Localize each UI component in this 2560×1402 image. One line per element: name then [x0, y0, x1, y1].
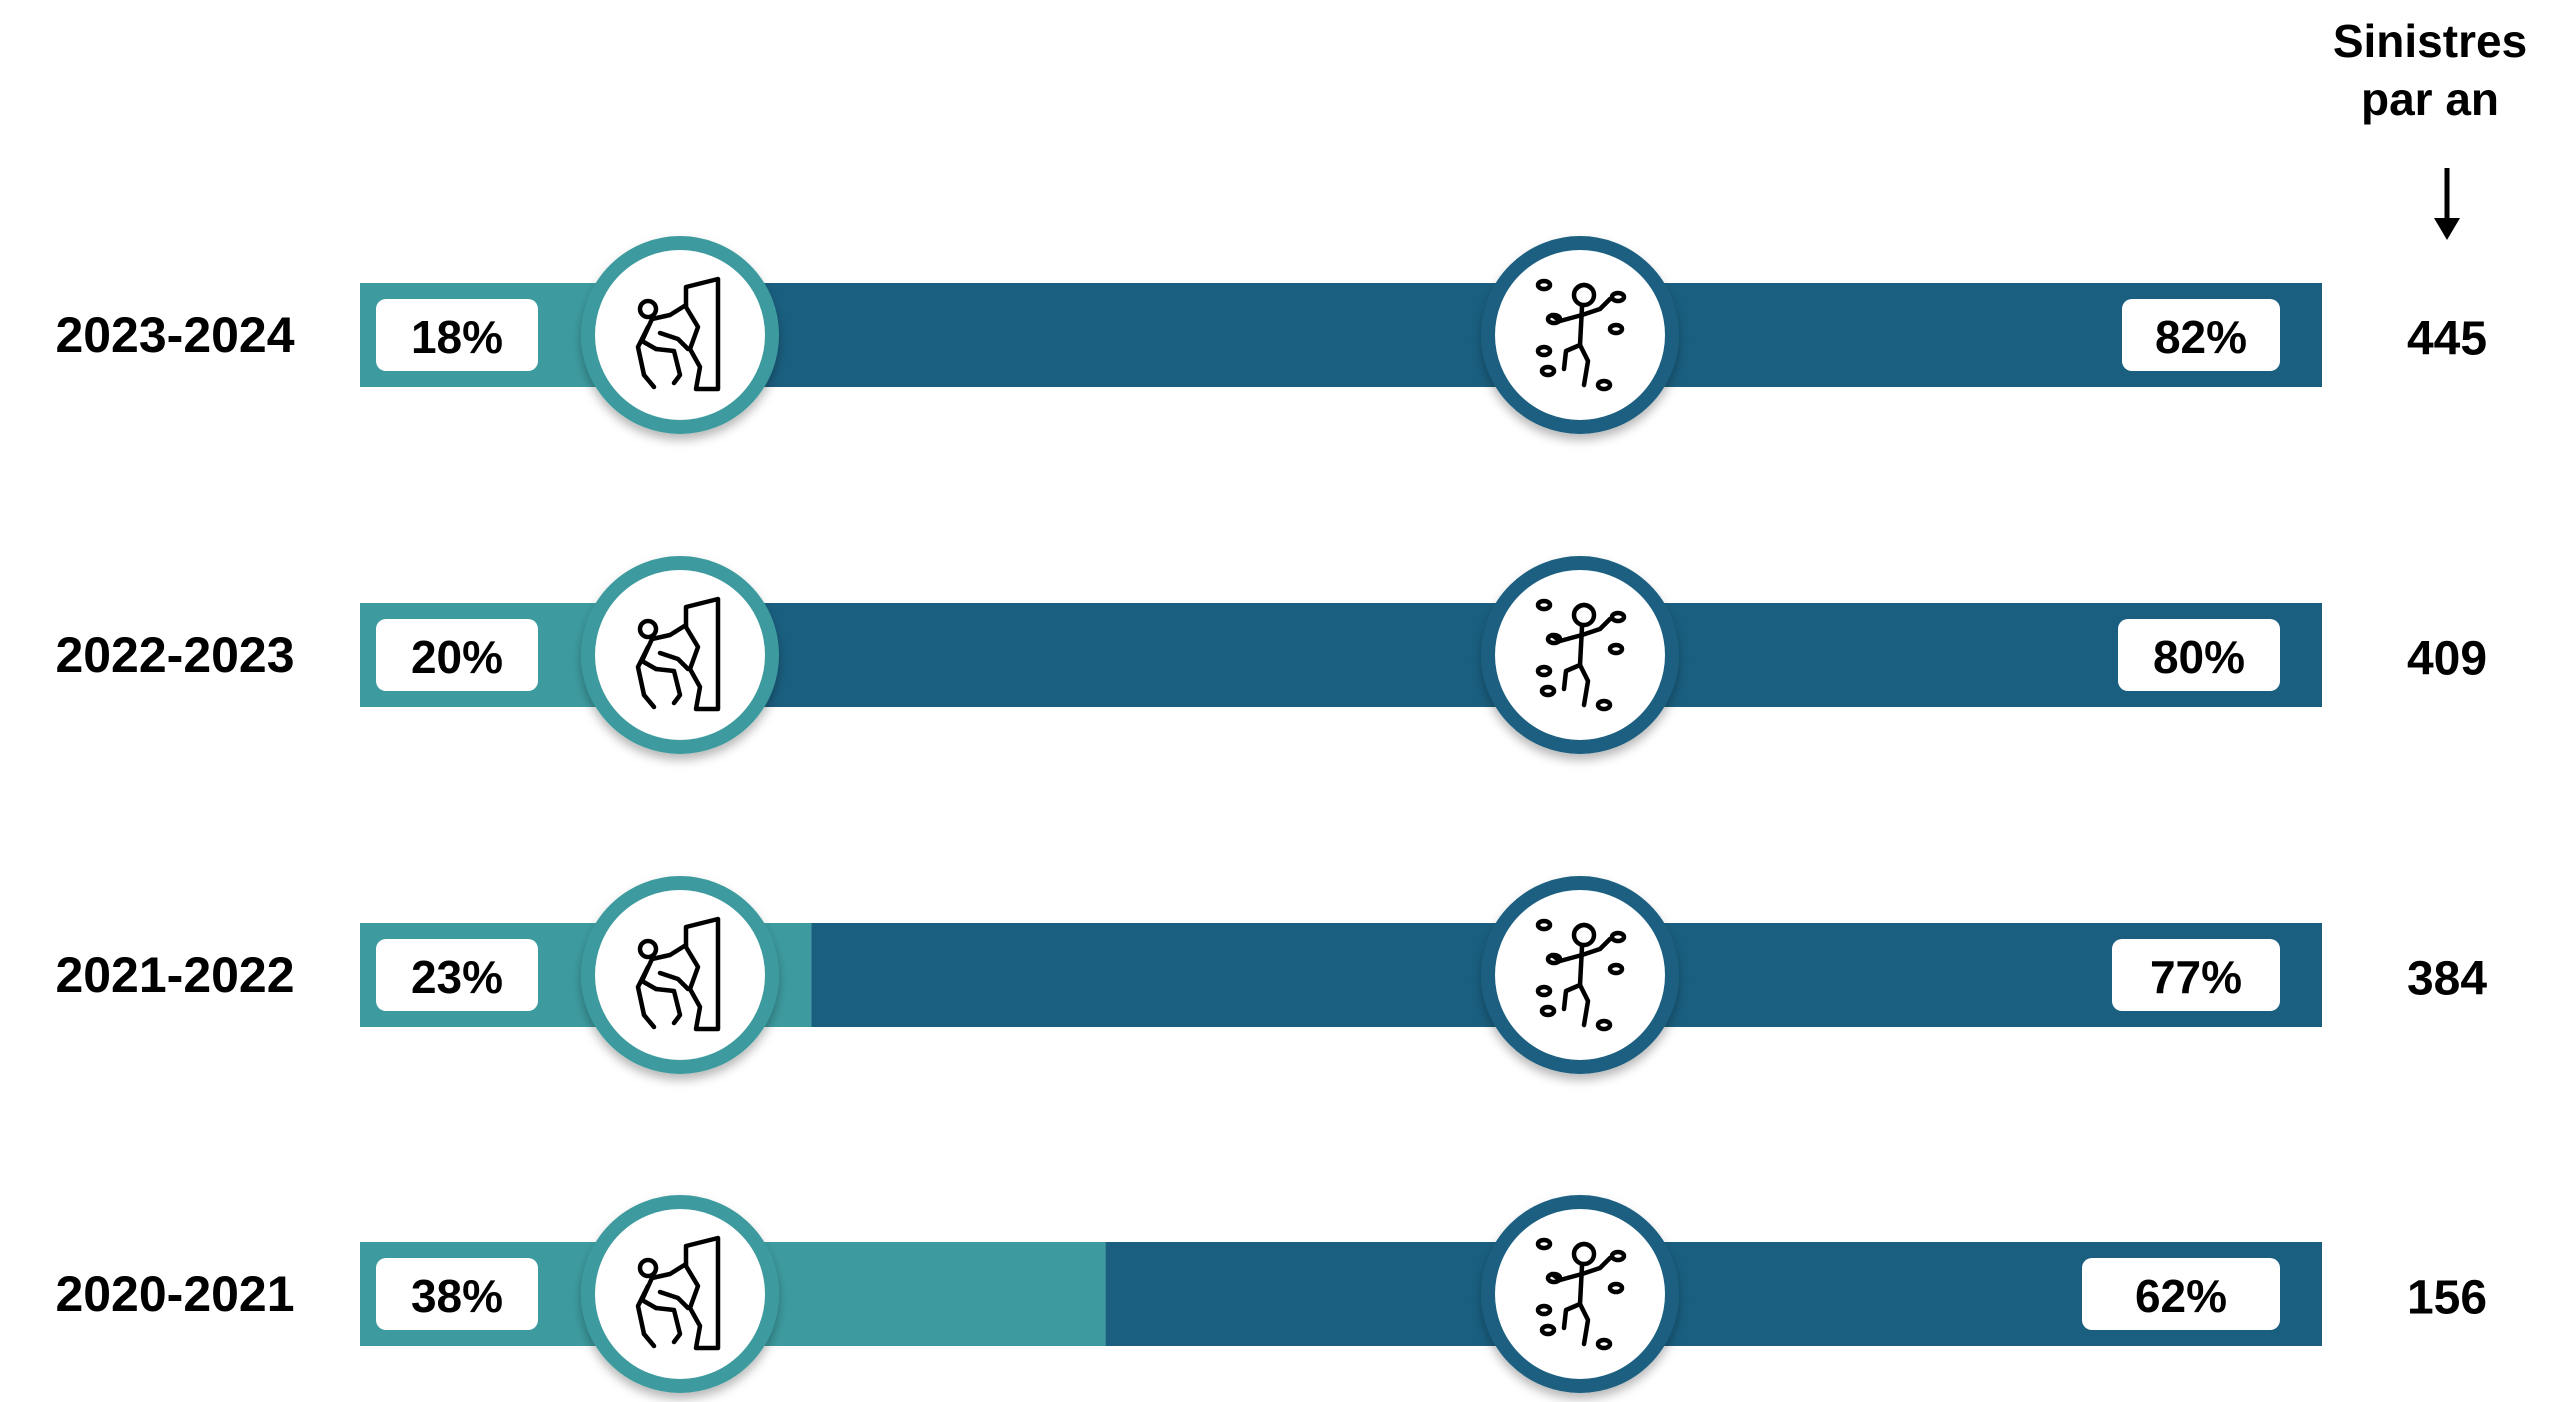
data-label-left-text: 18%: [411, 311, 503, 363]
bar-row: 2022-2023 20% 80% 409: [55, 556, 2487, 754]
totals-header-line-1: Sinistres: [2332, 15, 2528, 67]
data-label-left: 18%: [376, 299, 538, 371]
total-value: 409: [2407, 633, 2487, 686]
data-label-right-box: [2082, 1258, 2280, 1330]
wall-climber-icon: [581, 556, 779, 754]
data-label-left-box: [376, 1258, 538, 1330]
data-label-left-text: 20%: [411, 631, 503, 683]
rock-climber-icon: [1481, 236, 1679, 434]
wall-climber-icon: [581, 876, 779, 1074]
bar-row: 2021-2022 23% 77% 384: [55, 876, 2487, 1074]
data-label-left: 38%: [376, 1258, 538, 1330]
data-label-right: 80%: [2118, 619, 2280, 691]
wall-climber-icon-ring: [581, 556, 779, 754]
wall-climber-icon-ring: [581, 876, 779, 1074]
data-label-left: 20%: [376, 619, 538, 691]
total-value: 445: [2407, 313, 2487, 366]
category-label: 2023-2024: [55, 307, 294, 363]
totals-header-line-2: par an: [2360, 73, 2500, 125]
data-label-right-text: 80%: [2153, 631, 2245, 683]
rock-climber-icon: [1481, 1195, 1679, 1393]
total-value: 156: [2407, 1272, 2487, 1325]
data-label-left-box: [376, 299, 538, 371]
data-label-left-text: 38%: [411, 1270, 503, 1322]
data-label-right-box: [2122, 299, 2280, 371]
bar-row: 2020-2021 38% 62% 156: [55, 1195, 2487, 1393]
wall-climber-icon: [581, 1195, 779, 1393]
bar-rows: 2023-2024 18% 82% 445 2022-2023 20% 80% 409 2021…: [55, 236, 2487, 1393]
category-label: 2020-2021: [55, 1266, 294, 1322]
rock-climber-icon: [1481, 876, 1679, 1074]
data-label-right-text: 62%: [2135, 1270, 2227, 1322]
data-label-left: 23%: [376, 939, 538, 1011]
data-label-right-box: [2112, 939, 2280, 1011]
data-label-right: 77%: [2112, 939, 2280, 1011]
data-label-right-text: 77%: [2150, 951, 2242, 1003]
rock-climber-icon: [1481, 556, 1679, 754]
data-label-left-box: [376, 939, 538, 1011]
data-label-left-text: 23%: [411, 951, 503, 1003]
header-arrow-icon: [2434, 168, 2460, 240]
category-label: 2022-2023: [55, 627, 294, 683]
data-label-right: 62%: [2082, 1258, 2280, 1330]
totals-header: Sinistres par an: [2280, 12, 2560, 128]
data-label-right: 82%: [2122, 299, 2280, 371]
category-label: 2021-2022: [55, 947, 294, 1003]
wall-climber-icon-ring: [581, 236, 779, 434]
bar-row: 2023-2024 18% 82% 445: [55, 236, 2487, 434]
total-value: 384: [2407, 953, 2487, 1006]
wall-climber-icon: [581, 236, 779, 434]
wall-climber-icon-ring: [581, 1195, 779, 1393]
data-label-right-box: [2118, 619, 2280, 691]
data-label-left-box: [376, 619, 538, 691]
data-label-right-text: 82%: [2155, 311, 2247, 363]
